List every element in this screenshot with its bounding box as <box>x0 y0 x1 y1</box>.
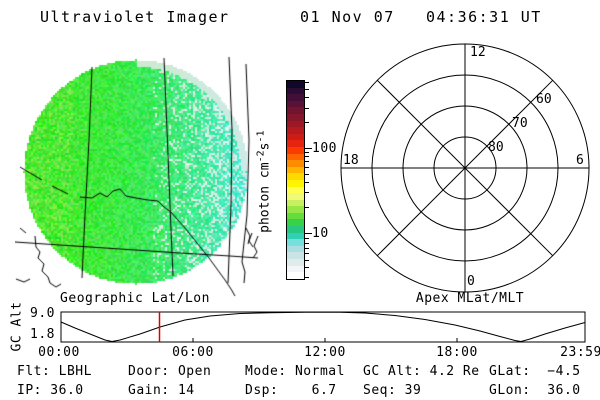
mlat-label-70: 70 <box>512 116 528 131</box>
colorbar-band <box>287 272 304 279</box>
colorbar-band <box>287 81 304 88</box>
colorbar-tick-10: 10 <box>312 226 329 241</box>
colorbar-minor-tick <box>305 259 309 261</box>
status-field: GLat: −4.5 <box>489 364 581 379</box>
time-display: 04:36:31 UT <box>426 8 542 26</box>
colorbar-band <box>287 166 304 174</box>
strip-xtick-label: 00:00 <box>38 345 80 360</box>
colorbar-minor-tick <box>305 88 309 90</box>
mlt-label-12: 12 <box>470 45 486 60</box>
colorbar-minor-tick <box>305 277 309 279</box>
colorbar-tick-100: 100 <box>312 141 337 156</box>
strip-ytick-top: 9.0 <box>30 306 55 321</box>
colorbar-band <box>287 140 304 147</box>
uv-earth-image <box>15 45 265 303</box>
uv-image-caption: Geographic Lat/Lon <box>60 291 210 306</box>
colorbar-major-tick <box>305 148 312 149</box>
colorbar-band <box>287 133 304 141</box>
status-field: Seq: 39 <box>363 383 422 398</box>
colorbar-band <box>287 186 304 194</box>
colorbar-band <box>287 100 304 108</box>
colorbar-band <box>287 146 304 154</box>
colorbar-minor-tick <box>305 173 309 175</box>
strip-ytick-bottom: 1.8 <box>30 327 55 342</box>
colorbar-minor-tick <box>305 122 309 124</box>
colorbar-minor-tick <box>305 166 309 168</box>
colorbar-band <box>287 252 304 260</box>
colorbar-band <box>287 245 304 253</box>
colorbar-band <box>287 87 304 95</box>
strip-xtick-label: 23:59 <box>560 345 600 360</box>
colorbar-band <box>287 259 304 266</box>
colorbar-minor-tick <box>305 151 309 153</box>
mlat-label-60: 60 <box>536 92 552 107</box>
strip-axis-ticks <box>192 338 458 342</box>
polar-grid <box>340 43 590 293</box>
colorbar-minor-tick <box>305 156 309 158</box>
status-field: IP: 36.0 <box>17 383 84 398</box>
colorbar-band <box>287 239 304 246</box>
colorbar-band <box>287 153 304 161</box>
colorbar-major-tick <box>305 233 312 234</box>
colorbar-band <box>287 120 304 128</box>
status-field: GLon: 36.0 <box>489 383 581 398</box>
colorbar-band <box>287 212 304 220</box>
colorbar-minor-tick <box>305 96 309 98</box>
colorbar-band <box>287 206 304 213</box>
colorbar-unit-label: photon cm-2s-1 <box>255 130 273 233</box>
colorbar-minor-tick <box>305 247 309 249</box>
colorbar-band <box>287 113 304 121</box>
status-field: Flt: LBHL <box>17 364 92 379</box>
colorbar-band <box>287 179 304 187</box>
colorbar-band <box>287 199 304 207</box>
colorbar-minor-tick <box>305 207 309 209</box>
mlt-label-0: 0 <box>467 274 475 289</box>
colorbar-band <box>287 232 304 240</box>
colorbar-band <box>287 160 304 167</box>
colorbar-band <box>287 127 304 134</box>
status-field: Door: Open <box>128 364 212 379</box>
strip-xtick-label: 18:00 <box>436 345 478 360</box>
colorbar-minor-tick <box>305 253 309 255</box>
colorbar-minor-tick <box>305 161 309 163</box>
colorbar <box>286 80 305 280</box>
colorbar-band <box>287 107 304 114</box>
app-title: Ultraviolet Imager <box>40 8 230 26</box>
colorbar-band <box>287 265 304 273</box>
status-field: GC Alt: 4.2 Re <box>363 364 480 379</box>
mlt-label-18: 18 <box>343 153 359 168</box>
status-field: Mode: Normal <box>245 364 345 379</box>
colorbar-minor-tick <box>305 107 309 109</box>
polar-plot-caption: Apex MLat/MLT <box>415 291 525 306</box>
mlt-label-6: 6 <box>576 153 584 168</box>
colorbar-band <box>287 193 304 200</box>
mlat-label-80: 80 <box>488 140 504 155</box>
strip-frame <box>60 311 586 343</box>
colorbar-minor-tick <box>305 192 309 194</box>
colorbar-band <box>287 94 304 101</box>
status-field: Gain: 14 <box>128 383 195 398</box>
strip-chart <box>60 311 586 343</box>
colorbar-minor-tick <box>305 242 309 244</box>
date-display: 01 Nov 07 <box>300 8 395 26</box>
colorbar-minor-tick <box>305 81 309 83</box>
gc-alt-curve <box>60 311 586 343</box>
colorbar-band <box>287 226 304 233</box>
status-field: Dsp: 6.7 <box>245 383 337 398</box>
polar-plot: 12 18 6 0 80 70 60 <box>340 43 590 293</box>
colorbar-band <box>287 219 304 227</box>
strip-xtick-label: 06:00 <box>172 345 214 360</box>
strip-xtick-label: 12:00 <box>304 345 346 360</box>
colorbar-minor-tick <box>305 238 309 240</box>
colorbar-minor-tick <box>305 266 309 268</box>
colorbar-minor-tick <box>305 181 309 183</box>
colorbar-band <box>287 173 304 180</box>
